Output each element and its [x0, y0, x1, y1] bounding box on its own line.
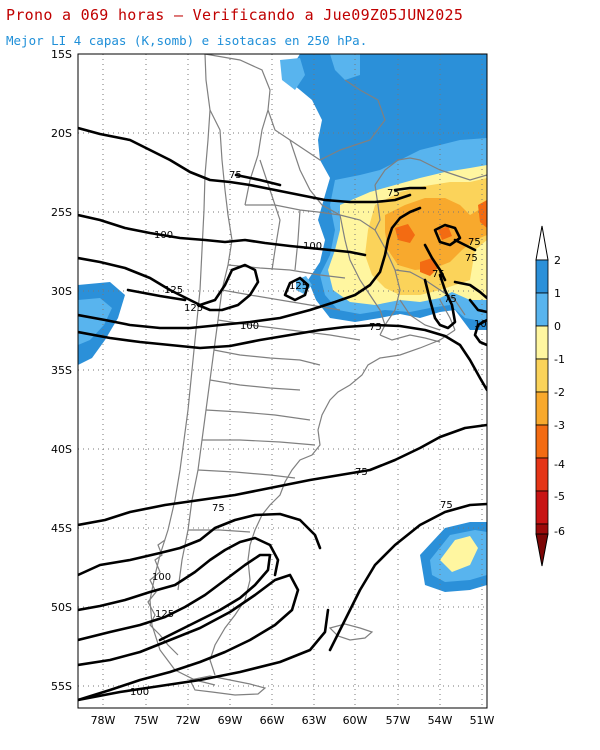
- li-shade-darkorange-d: [438, 226, 452, 240]
- colorbar-label: 2: [554, 254, 561, 267]
- contour-label: 75: [387, 188, 400, 199]
- isotach-contours: [78, 126, 487, 702]
- lon-label: 78W: [91, 714, 116, 727]
- lon-label: 51W: [470, 714, 495, 727]
- lon-label: 69W: [218, 714, 243, 727]
- colorbar-bin: [535, 325, 549, 360]
- longitude-labels: 78W 75W 72W 69W 66W 63W 60W 57W 54W 51W: [91, 714, 495, 727]
- contour-label: 125: [289, 281, 308, 292]
- contour-label: 75: [440, 500, 453, 511]
- colorbar-bottom-arrow: [535, 533, 549, 567]
- contour-label: 10: [474, 319, 487, 330]
- contour-label: 100: [303, 241, 322, 252]
- latitude-labels: 15S 20S 25S 30S 35S 40S 45S 50S 55S: [51, 48, 72, 693]
- colorbar-label: 0: [554, 320, 561, 333]
- colorbar-label: -2: [554, 386, 565, 399]
- colorbar-label: -5: [554, 490, 565, 503]
- contour-label: 100: [154, 230, 173, 241]
- lat-label: 40S: [51, 443, 72, 456]
- colorbar-bin: [535, 490, 549, 525]
- lat-label: 35S: [51, 364, 72, 377]
- lat-label: 25S: [51, 206, 72, 219]
- lat-label: 45S: [51, 522, 72, 535]
- colorbar-top-arrow: [535, 225, 549, 261]
- colorbar-label: -6: [554, 525, 565, 538]
- colorbar-bin: [535, 523, 549, 535]
- lat-label: 50S: [51, 601, 72, 614]
- lon-label: 60W: [343, 714, 368, 727]
- contour-label: 125: [184, 303, 203, 314]
- lat-label: 20S: [51, 127, 72, 140]
- lon-label: 75W: [134, 714, 159, 727]
- lon-label: 63W: [302, 714, 327, 727]
- colorbar-bin: [535, 391, 549, 426]
- contour-label: 75: [369, 322, 382, 333]
- colorbar-bin: [535, 457, 549, 492]
- contour-label: 75: [432, 269, 445, 280]
- lat-label: 30S: [51, 285, 72, 298]
- li-shade-darkorange-a: [395, 224, 415, 243]
- colorbar-bin: [535, 259, 549, 294]
- map-frame: [77, 53, 488, 709]
- colorbar-bin: [535, 358, 549, 393]
- contour-label: 75: [229, 170, 242, 181]
- map-title: Prono a 069 horas — Verificando a Jue09Z…: [6, 6, 464, 24]
- colorbar-bin: [535, 292, 549, 327]
- contour-label: 125: [164, 285, 183, 296]
- contour-label: 75: [355, 467, 368, 478]
- lon-label: 72W: [176, 714, 201, 727]
- coastline-borders: [147, 54, 487, 696]
- contour-label: 100: [152, 572, 171, 583]
- lat-label: 15S: [51, 48, 72, 61]
- contour-label: 75: [465, 253, 478, 264]
- contour-label: 75: [468, 237, 481, 248]
- map-subtitle: Mejor LI 4 capas (K,somb) e isotacas en …: [6, 33, 368, 48]
- colorbar-label: -3: [554, 419, 565, 432]
- contour-label: 125: [155, 609, 174, 620]
- lon-label: 66W: [260, 714, 285, 727]
- contour-labels: 75 100 75 100 125 125 125 100 75 75 75 7…: [130, 170, 487, 698]
- contour-label: 100: [130, 687, 149, 698]
- colorbar-bin: [535, 424, 549, 459]
- li-shade-yellow-southeast: [440, 536, 478, 572]
- lon-label: 57W: [386, 714, 411, 727]
- contour-label: 100: [240, 321, 259, 332]
- colorbar-label: -1: [554, 353, 565, 366]
- contour-label: 75: [212, 503, 225, 514]
- contour-label: 75: [444, 294, 457, 305]
- lon-label: 54W: [428, 714, 453, 727]
- colorbar-label: 1: [554, 287, 561, 300]
- lat-label: 55S: [51, 680, 72, 693]
- colorbar-label: -4: [554, 458, 565, 471]
- colorbar: 2 1 0 -1 -2 -3 -4 -5 -6: [535, 225, 565, 567]
